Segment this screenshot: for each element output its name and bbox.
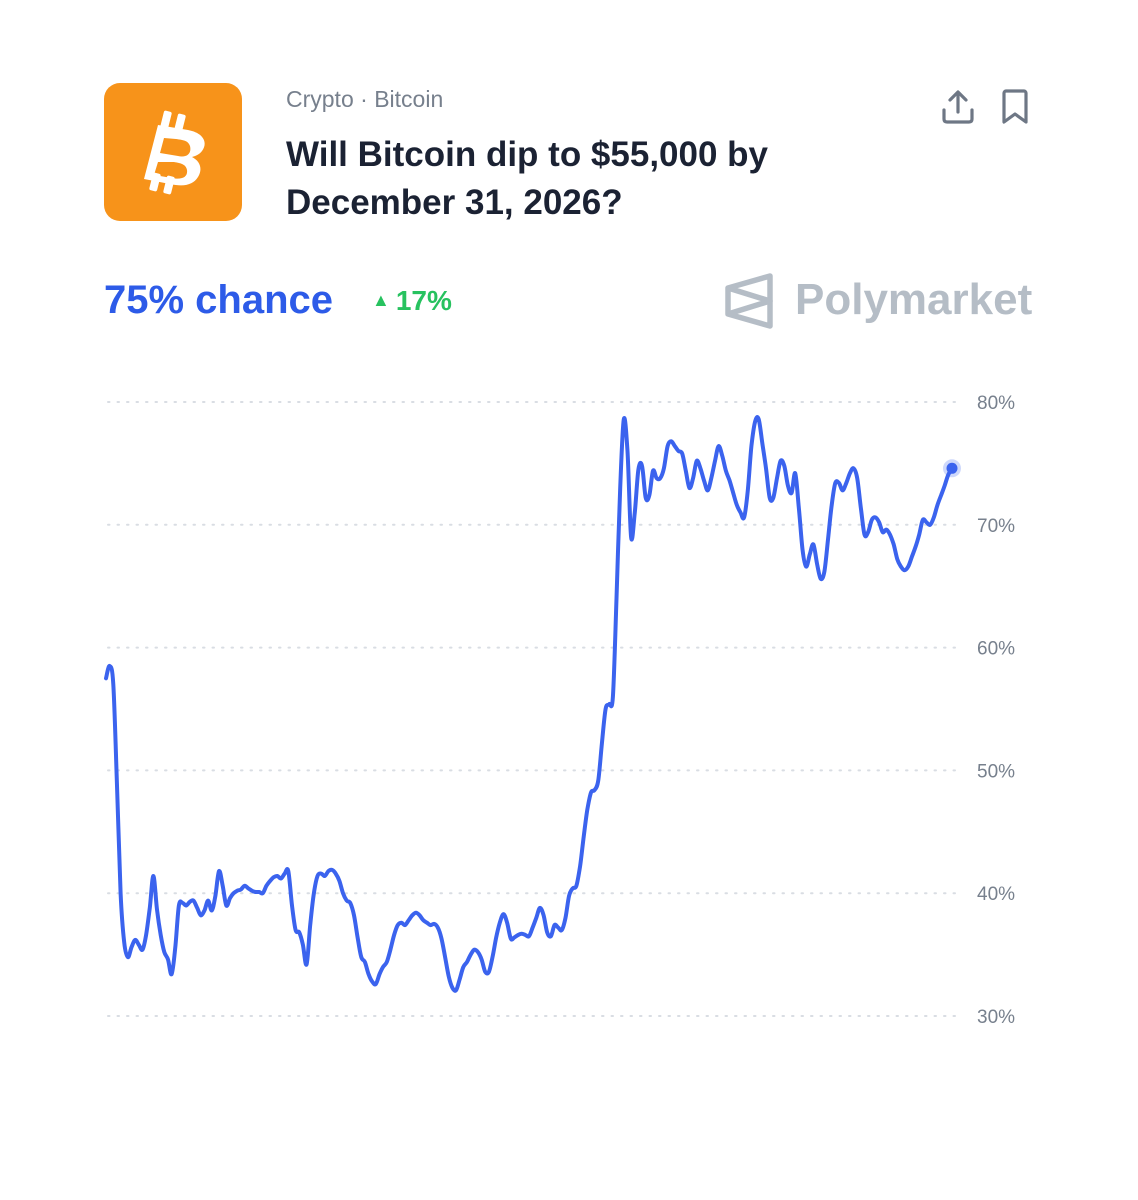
chart-grid [107, 401, 956, 1017]
chance-value: 75% chance [104, 278, 334, 322]
chart-series [104, 415, 961, 993]
triangle-up-icon: ▲ [372, 290, 390, 310]
polymarket-wordmark: Polymarket [795, 275, 1033, 324]
y-axis-ticks: 80% 70% 60% 50% 40% 30% [977, 393, 1015, 1028]
y-tick-label: 70% [977, 516, 1015, 537]
y-tick-label: 80% [977, 393, 1015, 414]
polymarket-logo-icon [725, 273, 773, 329]
breadcrumb-subcategory[interactable]: Bitcoin [374, 86, 444, 112]
bookmark-button[interactable] [997, 88, 1033, 126]
bitcoin-icon [144, 110, 205, 195]
breadcrumb-separator: · [360, 86, 368, 112]
market-title: Will Bitcoin dip to $55,000 by December … [286, 135, 769, 222]
share-button[interactable] [940, 88, 976, 126]
breadcrumb-category[interactable]: Crypto [286, 86, 354, 112]
y-tick-label: 50% [977, 761, 1015, 782]
chance-delta: ▲ 17% [372, 285, 452, 317]
y-tick-label: 60% [977, 639, 1015, 660]
y-tick-label: 30% [977, 1007, 1015, 1028]
chance-delta-value: 17% [395, 285, 452, 316]
bookmark-icon [1002, 89, 1028, 124]
end-point [946, 462, 958, 474]
y-tick-label: 40% [977, 884, 1015, 905]
breadcrumb: Crypto · Bitcoin [286, 86, 443, 113]
bitcoin-logo [104, 83, 242, 221]
series-line [104, 415, 954, 993]
share-icon [942, 90, 974, 124]
